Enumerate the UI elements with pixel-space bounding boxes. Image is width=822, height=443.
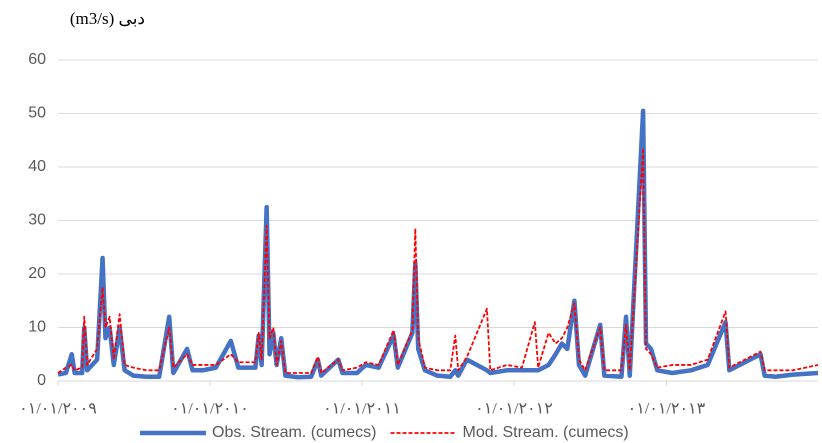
- x-tick-label: ٠١/٠١/٢٠١٠: [171, 401, 249, 418]
- y-tick-label: 50: [28, 105, 46, 122]
- y-tick-label: 60: [28, 51, 46, 68]
- x-tick-label: ٠١/٠١/٢٠١٢: [475, 401, 553, 418]
- y-tick-label: 20: [28, 265, 46, 282]
- chart-title: دبی (m3/s): [70, 9, 145, 28]
- y-tick-label: 40: [28, 158, 46, 175]
- y-tick-label: 30: [28, 212, 46, 229]
- y-tick-label: 0: [37, 372, 46, 389]
- x-tick-label: ٠١/٠١/٢٠١١: [323, 401, 401, 418]
- series-line: [57, 108, 819, 380]
- y-tick-label: 10: [28, 319, 46, 336]
- x-tick-label: ٠١/٠١/٢٠١٣: [628, 401, 706, 418]
- series-line: [57, 147, 819, 374]
- x-tick-label: ٠١/٠١/٢٠٠٩: [19, 401, 97, 418]
- legend-label: Mod. Stream. (cumecs): [462, 424, 628, 441]
- legend-label: Obs. Stream. (cumecs): [212, 424, 376, 441]
